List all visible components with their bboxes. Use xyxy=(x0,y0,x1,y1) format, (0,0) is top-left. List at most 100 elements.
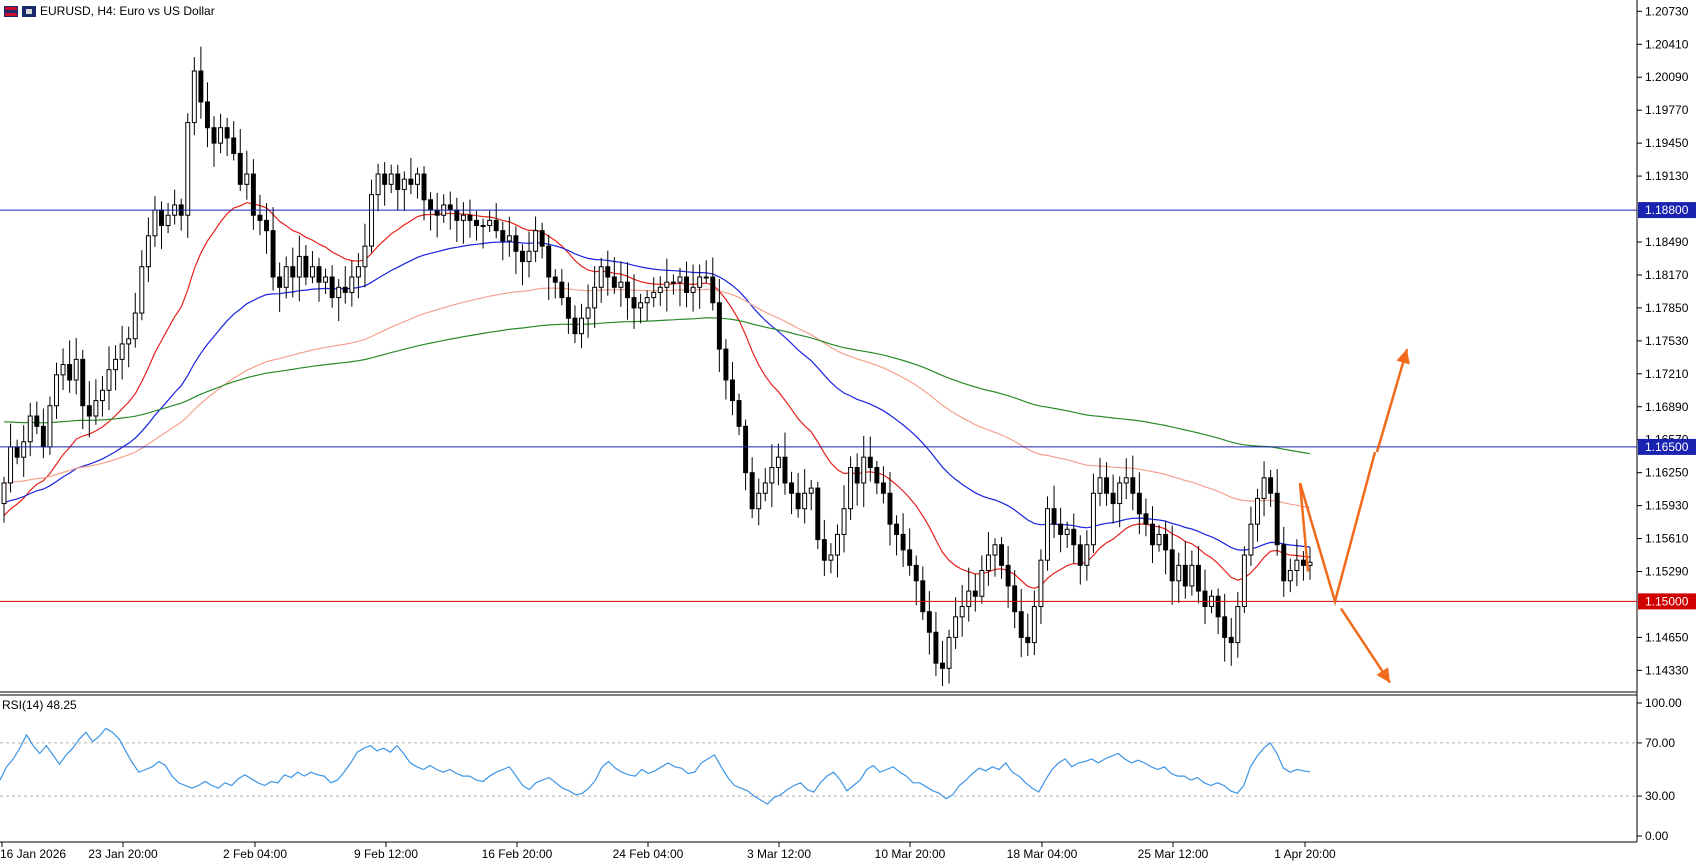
price-level-label: 1.15000 xyxy=(1645,594,1689,608)
candle xyxy=(480,225,486,228)
candle xyxy=(1300,559,1306,566)
forecast-arrow-down xyxy=(1339,607,1392,684)
candle xyxy=(756,492,762,510)
candle xyxy=(1005,564,1011,587)
price-tick-label: 1.16250 xyxy=(1645,466,1689,480)
candle xyxy=(1268,477,1274,494)
candle xyxy=(953,616,959,638)
candle xyxy=(1228,636,1234,644)
candle xyxy=(697,276,703,288)
candle xyxy=(611,276,617,288)
candle xyxy=(382,173,388,185)
candle xyxy=(894,523,900,535)
candle xyxy=(421,173,427,201)
candle xyxy=(401,178,407,190)
candle xyxy=(979,569,985,597)
candle xyxy=(762,482,768,494)
candle xyxy=(1202,590,1208,608)
candle xyxy=(1261,477,1267,499)
candle xyxy=(1,482,7,505)
candle xyxy=(716,302,722,350)
time-tick-label: 23 Jan 20:00 xyxy=(88,847,158,861)
candle xyxy=(264,219,269,232)
price-tick-label: 1.15290 xyxy=(1645,565,1689,579)
candle xyxy=(47,405,53,448)
candle xyxy=(677,276,683,283)
candle xyxy=(1097,477,1103,494)
candle xyxy=(644,297,650,304)
candle xyxy=(1031,606,1037,644)
rsi-tick-label: 70.00 xyxy=(1645,736,1675,750)
ema-20-line xyxy=(3,202,1311,589)
candle xyxy=(460,214,466,221)
candle xyxy=(86,405,92,417)
candle xyxy=(8,446,14,484)
candle xyxy=(618,281,624,288)
candle xyxy=(34,415,40,427)
candle xyxy=(395,173,401,190)
candle xyxy=(355,266,361,278)
candle xyxy=(270,230,276,278)
price-tick-label: 1.15610 xyxy=(1645,532,1689,546)
candle xyxy=(1071,528,1077,546)
candle xyxy=(565,297,571,319)
candle xyxy=(926,611,932,633)
candle xyxy=(1176,564,1182,582)
candle xyxy=(185,122,191,216)
candle xyxy=(841,508,847,535)
candle xyxy=(1064,528,1070,535)
candle xyxy=(1058,523,1064,535)
candle xyxy=(808,487,814,494)
candle xyxy=(1090,492,1096,546)
candle xyxy=(126,338,132,345)
candle xyxy=(145,235,151,268)
candle xyxy=(349,276,355,293)
candle xyxy=(1235,606,1241,644)
candle xyxy=(907,549,913,566)
price-tick-label: 1.19770 xyxy=(1645,103,1689,117)
candle xyxy=(946,636,952,669)
candle xyxy=(598,266,604,288)
time-tick-label: 16 Feb 20:00 xyxy=(482,847,553,861)
price-tick-label: 1.18170 xyxy=(1645,268,1689,282)
candle xyxy=(191,70,197,124)
candle xyxy=(1281,544,1287,582)
candle xyxy=(1025,636,1031,644)
candle xyxy=(54,374,59,407)
ema-100-line xyxy=(3,287,1311,509)
candle xyxy=(493,219,499,232)
time-tick-label: 16 Jan 2026 xyxy=(0,847,66,861)
candle xyxy=(703,276,709,279)
candle xyxy=(1215,595,1221,618)
candle xyxy=(296,255,302,278)
candle xyxy=(67,364,73,381)
time-tick-label: 24 Feb 04:00 xyxy=(613,847,684,861)
candle xyxy=(730,379,735,402)
candle xyxy=(506,235,512,242)
candle xyxy=(513,235,519,252)
candle xyxy=(447,204,453,211)
candle xyxy=(375,173,381,196)
candle xyxy=(795,492,801,510)
price-level-label: 1.16500 xyxy=(1645,440,1689,454)
candle xyxy=(1294,559,1300,571)
time-tick-label: 1 Apr 20:00 xyxy=(1274,847,1336,861)
candle xyxy=(434,209,440,216)
candle xyxy=(848,467,854,510)
candle xyxy=(887,492,893,525)
rsi-tick-label: 30.00 xyxy=(1645,789,1675,803)
price-level-label: 1.18800 xyxy=(1645,203,1689,217)
candle xyxy=(1195,564,1201,592)
candle xyxy=(93,400,99,417)
candle xyxy=(1104,477,1110,494)
price-tick-label: 1.20090 xyxy=(1645,70,1689,84)
forecast-arrow-up-head xyxy=(1396,349,1410,365)
forecast-arrow-up xyxy=(1375,348,1409,453)
candle xyxy=(789,482,795,494)
candle xyxy=(874,467,880,484)
candle xyxy=(73,358,79,381)
candle xyxy=(624,281,630,299)
candle xyxy=(474,219,479,227)
candle xyxy=(723,348,729,381)
